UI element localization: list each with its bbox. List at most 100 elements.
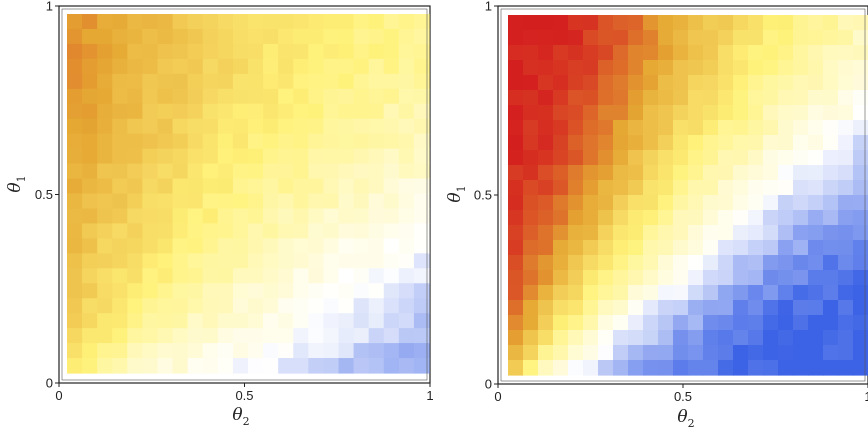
- heatmap-cell: [763, 345, 779, 361]
- heatmap-cell: [733, 285, 749, 301]
- heatmap-cell: [598, 60, 614, 76]
- heatmap-cell: [97, 163, 113, 180]
- y-axis-label-base: θ: [445, 192, 465, 202]
- heatmap-cell: [278, 118, 294, 135]
- heatmap-cell: [112, 343, 128, 359]
- heatmap-cell: [338, 28, 355, 45]
- heatmap-cell: [688, 240, 704, 256]
- heatmap-cell: [808, 105, 824, 121]
- heatmap-cell: [553, 60, 569, 76]
- heatmap-cell: [598, 30, 614, 46]
- heatmap-cell: [583, 165, 599, 181]
- heatmap-cell: [278, 238, 294, 254]
- heatmap-cell: [703, 240, 719, 256]
- heatmap-cell: [763, 165, 779, 181]
- heatmap-cell: [838, 15, 854, 31]
- heatmap-cell: [673, 210, 689, 226]
- heatmap-cell: [67, 313, 83, 329]
- heatmap-cell: [748, 75, 764, 91]
- heatmap-cell: [323, 148, 340, 165]
- heatmap-cell: [67, 118, 83, 135]
- x-tick-label: 0: [494, 389, 501, 404]
- heatmap-cell: [398, 223, 415, 239]
- heatmap-cell: [508, 210, 524, 226]
- heatmap-cell: [793, 345, 809, 361]
- heatmap-cell: [643, 345, 659, 361]
- heatmap-cell: [823, 195, 839, 211]
- heatmap-cell: [202, 148, 219, 165]
- heatmap-cell: [263, 298, 279, 314]
- heatmap-cell: [187, 343, 204, 359]
- heatmap-cell: [838, 45, 854, 61]
- heatmap-cell: [733, 270, 749, 286]
- heatmap-cell: [628, 90, 644, 106]
- heatmap-cell: [703, 255, 719, 271]
- heatmap-cell: [823, 30, 839, 46]
- heatmap-cell: [112, 58, 128, 75]
- heatmap-cell: [553, 210, 569, 226]
- heatmap-cell: [338, 343, 355, 359]
- heatmap-cell: [127, 208, 144, 225]
- heatmap-cell: [643, 90, 659, 106]
- heatmap-cell: [308, 28, 325, 45]
- heatmap-cell: [778, 105, 794, 121]
- heatmap-cell: [293, 43, 309, 60]
- heatmap-cell: [323, 58, 340, 75]
- heatmap-cell: [823, 135, 839, 151]
- heatmap-cell: [248, 43, 264, 60]
- heatmap-cell: [793, 255, 809, 271]
- heatmap-cell: [82, 208, 98, 225]
- heatmap-cell: [157, 223, 174, 239]
- heatmap-cell: [82, 253, 98, 269]
- heatmap-cell: [523, 120, 539, 136]
- heatmap-cell: [613, 90, 629, 106]
- heatmap-cell: [338, 58, 355, 75]
- heatmap-cell: [293, 58, 309, 75]
- heatmap-cell: [598, 255, 614, 271]
- heatmap-cell: [112, 193, 128, 210]
- heatmap-cell: [187, 298, 204, 314]
- heatmap-cell: [263, 103, 279, 120]
- heatmap-cell: [823, 15, 839, 31]
- heatmap-cell: [733, 135, 749, 151]
- heatmap-cell: [308, 268, 325, 284]
- heatmap-cell: [523, 75, 539, 91]
- heatmap-cell: [733, 300, 749, 316]
- heatmap-cell: [613, 360, 629, 376]
- heatmap-cell: [217, 163, 234, 180]
- heatmap-cell: [643, 210, 659, 226]
- heatmap-cell: [217, 193, 234, 210]
- heatmap-cell: [508, 285, 524, 301]
- heatmap-cell: [97, 43, 113, 60]
- heatmap-cell: [82, 58, 98, 75]
- heatmap-cell: [553, 315, 569, 331]
- heatmap-cell: [413, 313, 430, 329]
- heatmap-cell: [187, 193, 204, 210]
- heatmap-cell: [838, 60, 854, 76]
- heatmap-cell: [748, 330, 764, 346]
- heatmap-cell: [823, 270, 839, 286]
- x-axis-label-subscript: 2: [688, 417, 695, 430]
- heatmap-cell: [778, 75, 794, 91]
- heatmap-cell: [398, 268, 415, 284]
- heatmap-cell: [278, 43, 294, 60]
- heatmap-cell: [508, 165, 524, 181]
- heatmap-cell: [523, 90, 539, 106]
- heatmap-cell: [568, 225, 584, 241]
- heatmap-cell: [112, 148, 128, 165]
- heatmap-cell: [793, 195, 809, 211]
- heatmap-cell: [187, 253, 204, 269]
- heatmap-cell: [338, 163, 355, 180]
- heatmap-cell: [157, 43, 174, 60]
- heatmap-cell: [688, 135, 704, 151]
- heatmap-cell: [838, 195, 854, 211]
- heatmap-cell: [613, 120, 629, 136]
- heatmap-cell: [703, 285, 719, 301]
- heatmap-cell: [383, 43, 400, 60]
- heatmap-cell: [793, 75, 809, 91]
- heatmap-cell: [142, 268, 159, 284]
- heatmap-cell: [413, 163, 430, 180]
- heatmap-cell: [157, 328, 174, 344]
- heatmap-cell: [853, 285, 868, 301]
- heatmap-cell: [368, 193, 385, 210]
